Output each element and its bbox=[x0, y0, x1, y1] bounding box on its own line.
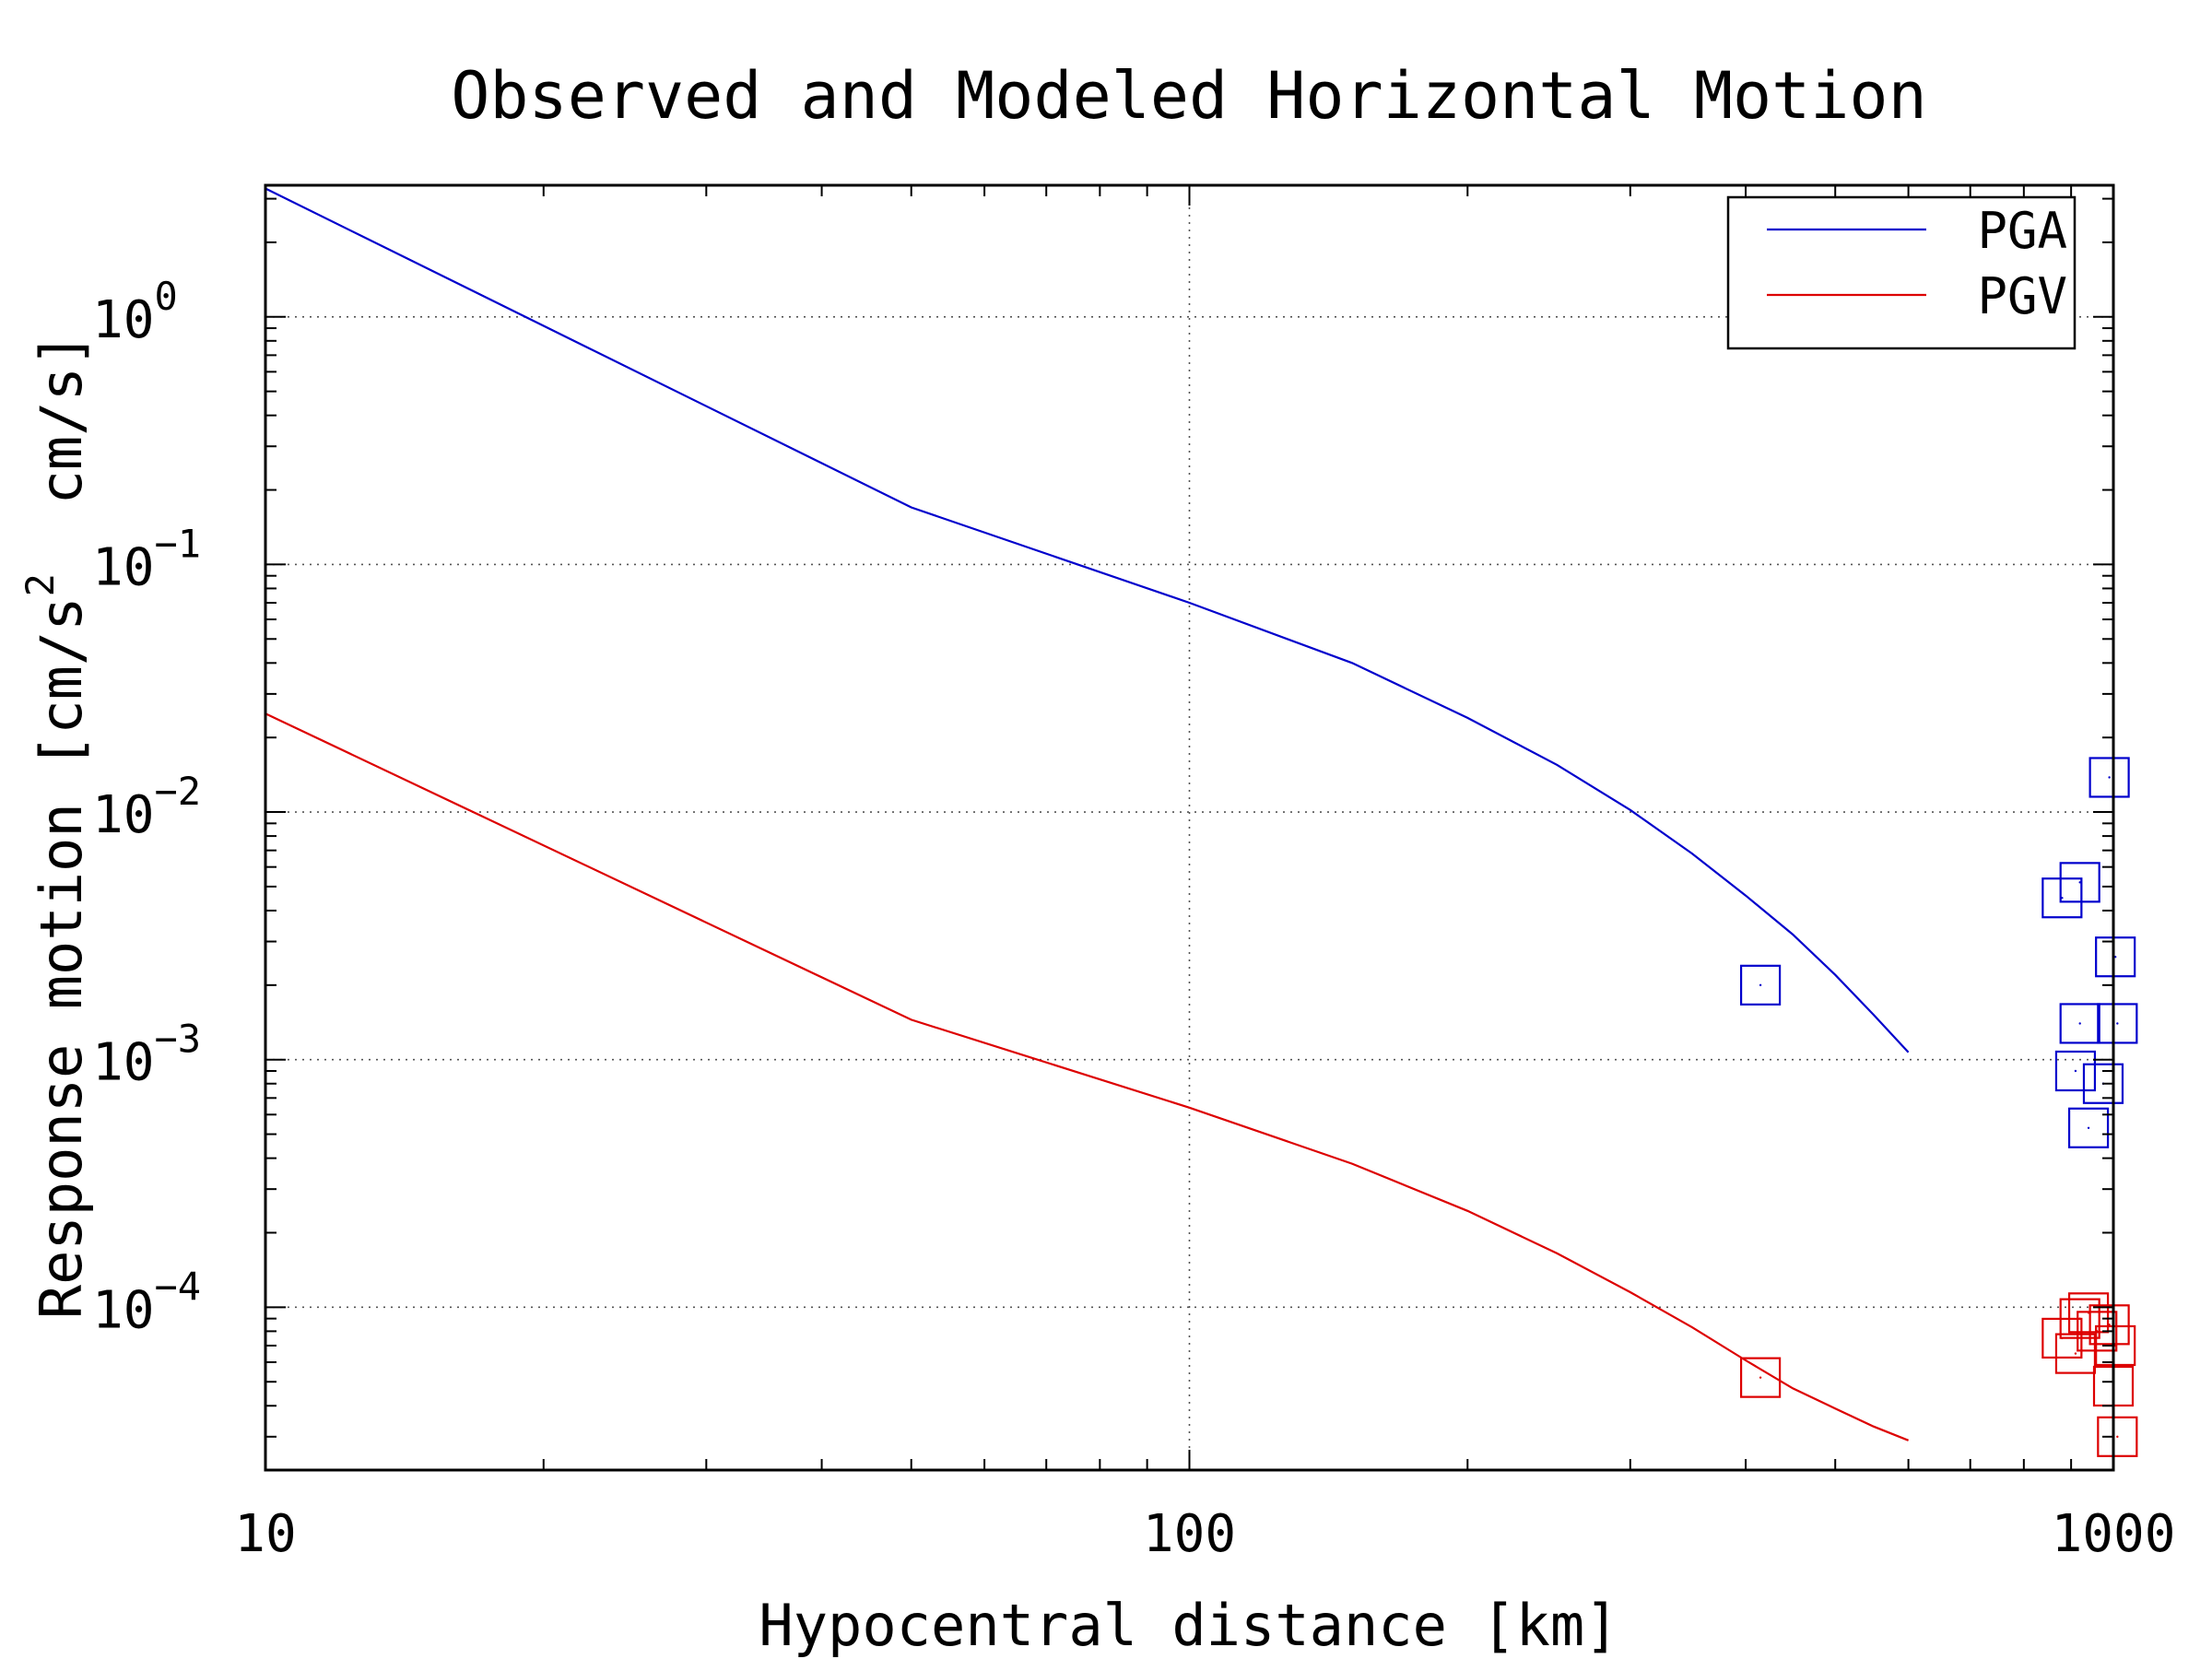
legend-label-pga: PGA bbox=[1977, 202, 2067, 260]
y-tick-label-exponent: −1 bbox=[154, 521, 201, 566]
scatter-marker bbox=[2088, 1304, 2130, 1346]
x-tick-label: 10 bbox=[234, 1504, 296, 1564]
scatter-marker-dot bbox=[2113, 1344, 2117, 1347]
scatter-marker-dot bbox=[2108, 776, 2111, 779]
y-tick-label-base: 10 bbox=[92, 290, 154, 350]
y-axis-label-unit: cm/s] bbox=[28, 333, 95, 573]
x-tick-labels: 10 100 1000 bbox=[234, 1504, 2175, 1564]
plot-frame bbox=[264, 183, 2115, 1472]
scatter-marker-dot bbox=[1759, 983, 1762, 987]
y-tick-label-base: 10 bbox=[92, 785, 154, 845]
scatter-marker-dot bbox=[2078, 1022, 2081, 1025]
y-tick-label-exponent: −4 bbox=[154, 1264, 201, 1309]
y-axis-label: Response motion [cm/s2 cm/s] bbox=[18, 333, 95, 1319]
scatter-marker bbox=[2059, 1003, 2100, 1044]
x-axis-label: Hypocentral distance [km] bbox=[759, 1592, 1618, 1659]
axis-ticks bbox=[265, 185, 2113, 1470]
scatter-marker bbox=[2097, 1003, 2138, 1044]
series-line-pgv bbox=[265, 712, 1910, 1441]
x-tick-label: 100 bbox=[1143, 1504, 1236, 1564]
y-tick-label-base: 10 bbox=[92, 537, 154, 597]
y-tick-label: 10−2 bbox=[92, 769, 201, 845]
scatter-marker bbox=[2054, 1333, 2097, 1374]
scatter-marker bbox=[2054, 1050, 2097, 1092]
scatter-marker-dot bbox=[2078, 1317, 2081, 1320]
y-tick-label: 10−1 bbox=[92, 521, 201, 597]
y-axis-label-main: Response motion [cm/s bbox=[28, 596, 95, 1319]
y-tick-label-base: 10 bbox=[92, 1280, 154, 1340]
y-tick-label-base: 10 bbox=[92, 1033, 154, 1093]
scatter-marker bbox=[2059, 1298, 2100, 1339]
legend-box bbox=[1726, 195, 2077, 350]
scatter-marker bbox=[2097, 1416, 2138, 1457]
scatter-marker bbox=[2095, 936, 2136, 978]
scatter-marker bbox=[2095, 1324, 2136, 1367]
y-tick-label: 100 bbox=[92, 274, 178, 350]
scatter-marker bbox=[1739, 964, 1782, 1006]
scatter-marker bbox=[2067, 1107, 2110, 1148]
scatter-marker-dot bbox=[2116, 1435, 2119, 1439]
y-tick-label: 10−3 bbox=[92, 1017, 201, 1093]
legend: PGA PGV bbox=[1726, 195, 2077, 350]
y-tick-label: 10−4 bbox=[92, 1264, 201, 1340]
x-tick-label: 1000 bbox=[2052, 1504, 2176, 1564]
grid bbox=[265, 185, 2113, 1470]
scatter-marker-dot bbox=[2116, 1022, 2119, 1025]
y-axis-label-superscript: 2 bbox=[18, 573, 63, 596]
series-line-pga bbox=[265, 187, 1910, 1053]
y-tick-label-exponent: −3 bbox=[154, 1017, 201, 1062]
chart-title: Observed and Modeled Horizontal Motion bbox=[451, 58, 1926, 134]
scatter-marker-dot bbox=[2087, 1126, 2090, 1129]
scatter-marker-dot bbox=[2113, 956, 2117, 959]
plot-series bbox=[265, 187, 2138, 1457]
scatter-marker bbox=[2088, 757, 2130, 798]
scatter-marker bbox=[1739, 1357, 1782, 1398]
scatter-marker-dot bbox=[2078, 881, 2081, 884]
scatter-marker bbox=[2041, 877, 2083, 919]
scatter-marker bbox=[2082, 1063, 2124, 1104]
y-tick-label-exponent: 0 bbox=[154, 274, 177, 319]
y-tick-label-exponent: −2 bbox=[154, 769, 201, 814]
scatter-marker bbox=[2059, 862, 2100, 903]
scatter-marker-dot bbox=[1759, 1376, 1762, 1379]
legend-label-pgv: PGV bbox=[1977, 267, 2067, 325]
scatter-marker-dot bbox=[2074, 1069, 2077, 1073]
scatter-marker-dot bbox=[2074, 1352, 2077, 1355]
